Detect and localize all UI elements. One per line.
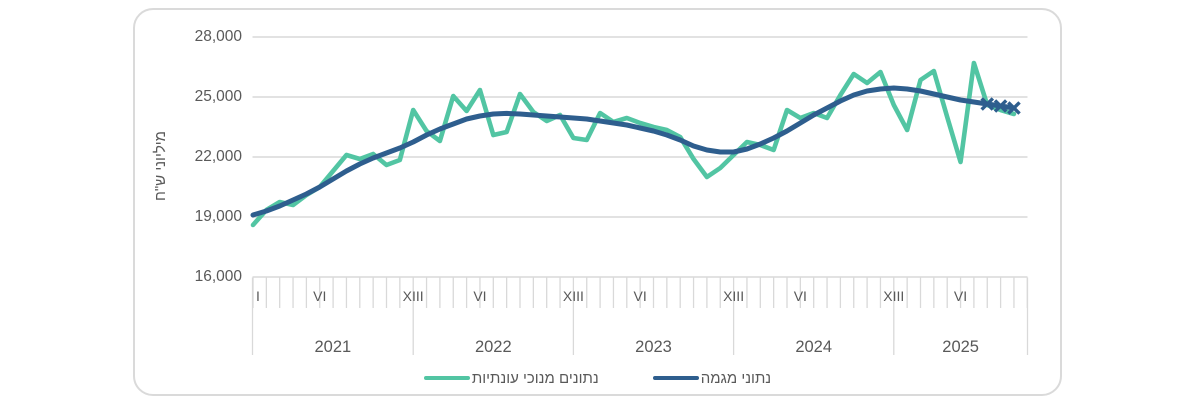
legend: נתונים מנוכי עונתיות נתוני מגמה — [133, 366, 1062, 390]
y-tick-label-19000: 19,000 — [194, 208, 242, 225]
trend-provisional-x-marker — [993, 99, 1008, 113]
trend-line — [250, 85, 1017, 218]
x-year-label-2025: 2025 — [942, 338, 979, 356]
y-tick-label-22000: 22,000 — [194, 148, 242, 165]
legend-item-seasonally-adjusted: נתונים מנוכי עונתיות — [423, 369, 599, 387]
x-year-label-2021: 2021 — [314, 338, 352, 356]
x-month-label: XIII — [402, 288, 424, 304]
x-month-label: VI — [953, 288, 968, 304]
x-month-label: XIII — [562, 288, 584, 304]
x-month-label: VI — [793, 288, 807, 304]
x-month-label: VI — [473, 288, 487, 304]
trend-provisional-x-marker — [980, 97, 995, 111]
trend-line-swatch — [652, 375, 699, 381]
x-year-label-2022: 2022 — [474, 338, 512, 356]
legend-item-trend: נתוני מגמה — [652, 369, 772, 387]
trend-provisional-x-marker — [1007, 101, 1021, 115]
x-month-label: XIII — [723, 288, 745, 304]
seasonally-adjusted-line-swatch — [423, 375, 470, 381]
x-month-label: I — [256, 288, 260, 304]
x-month-label: VI — [633, 288, 647, 304]
chart-card-border — [133, 8, 1062, 396]
legend-label-seasonally-adjusted: נתונים מנוכי עונתיות — [471, 369, 599, 387]
legend-label-trend: נתוני מגמה — [700, 369, 772, 387]
x-year-label-2023: 2023 — [635, 338, 672, 356]
y-tick-label-16000: 16,000 — [194, 268, 242, 285]
x-year-label-2024: 2024 — [795, 338, 833, 356]
x-month-label: XIII — [883, 288, 905, 304]
y-axis-title: מיליוני ש"ח — [152, 131, 169, 201]
x-month-label: VI — [313, 288, 327, 304]
y-tick-label-28000: 28,000 — [194, 28, 242, 45]
y-tick-label-25000: 25,000 — [194, 88, 242, 105]
